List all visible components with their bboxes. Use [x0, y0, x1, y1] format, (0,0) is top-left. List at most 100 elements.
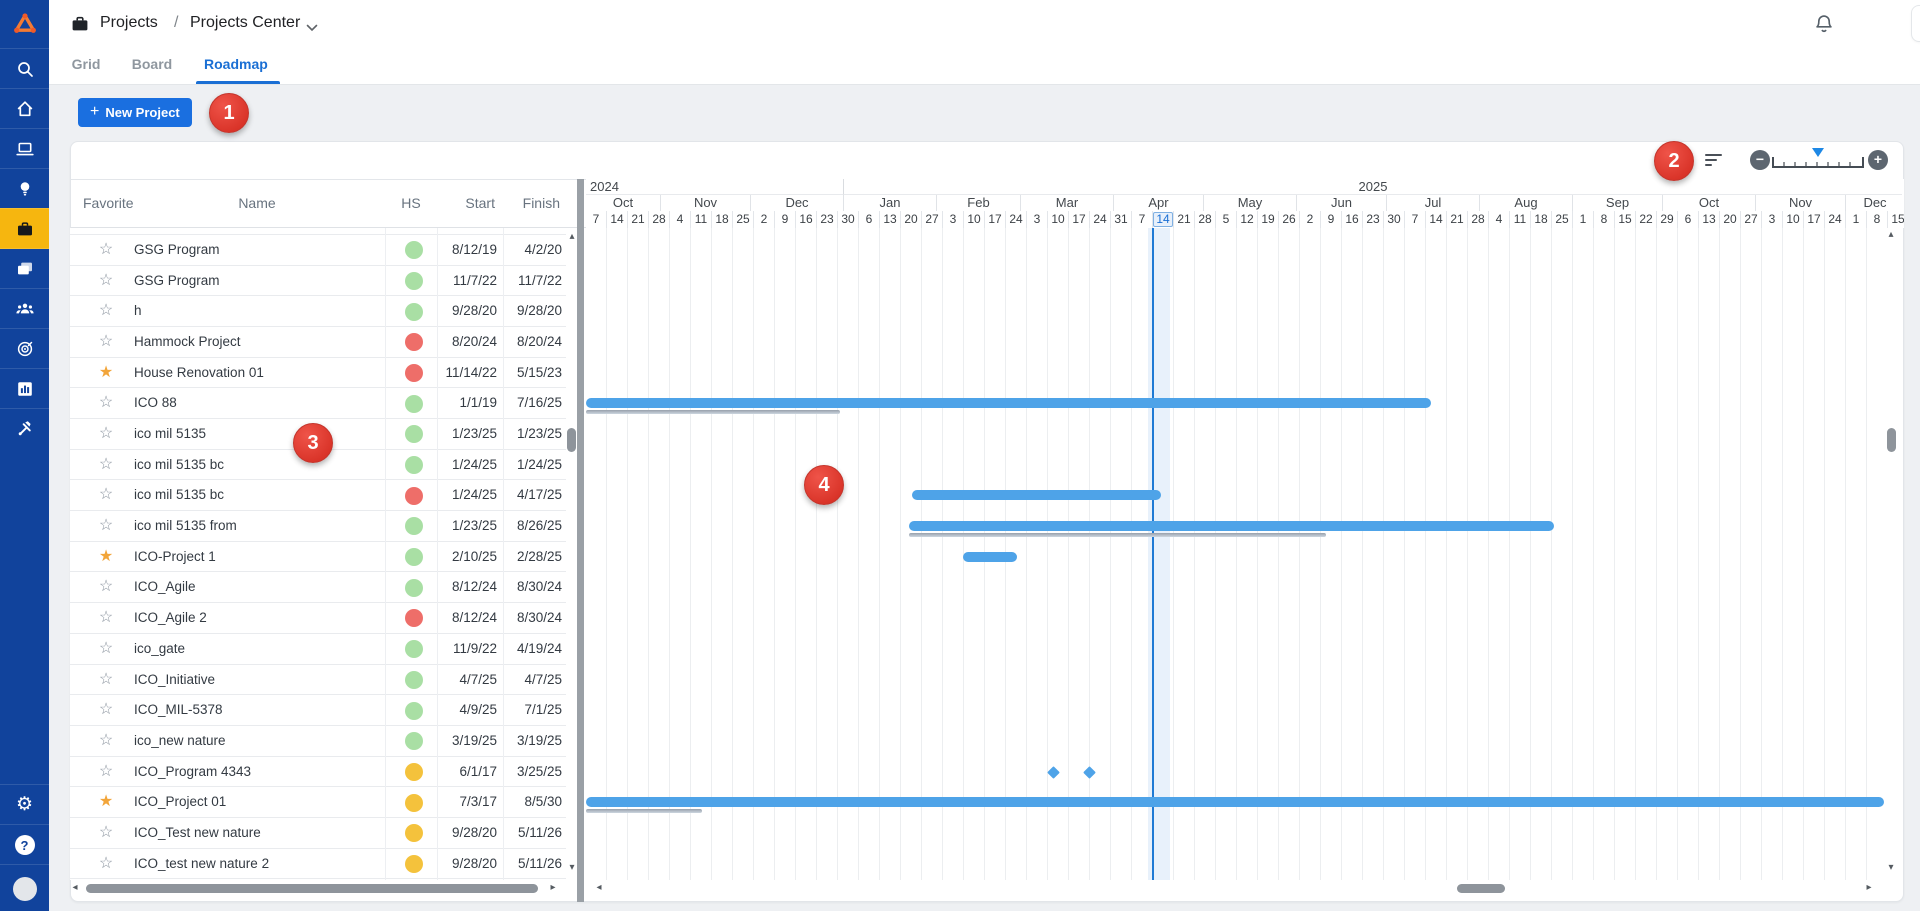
gantt-scroll-right[interactable]: ▸ [1866, 882, 1872, 893]
breadcrumb-section[interactable]: Projects [100, 14, 158, 31]
table-row[interactable]: ☆ h 9/28/20 9/28/20 [70, 296, 566, 328]
sidebar-item-help[interactable]: ? [0, 824, 49, 865]
zoom-out-button[interactable]: − [1750, 150, 1770, 170]
table-row[interactable]: ☆ ICO_Agile 2 8/12/24 8/30/24 [70, 603, 566, 634]
sidebar-item-home[interactable] [0, 88, 49, 129]
sidebar-item-settings[interactable]: ⚙ [0, 784, 49, 825]
table-row[interactable]: ☆ Hammock Project 8/20/24 8/20/24 [70, 327, 566, 358]
table-row[interactable]: ☆ ico mil 5135 bc 1/24/25 4/17/25 [70, 480, 566, 512]
favorite-star[interactable]: ☆ [98, 455, 114, 473]
table-row[interactable]: ☆ GSG Program 8/12/19 4/2/20 [70, 235, 566, 266]
sidebar-item-portfolio[interactable] [0, 248, 49, 289]
table-gantt-splitter[interactable] [577, 179, 584, 902]
column-header-name[interactable]: Name [238, 195, 276, 211]
table-row[interactable]: ★ ICO_Project 01 7/3/17 8/5/30 [70, 787, 566, 818]
milestone-diamond[interactable] [1046, 765, 1060, 779]
sidebar-item-projects[interactable] [0, 208, 49, 249]
table-scroll-up[interactable]: ▴ [569, 231, 575, 242]
table-scroll-down[interactable]: ▾ [569, 862, 575, 873]
table-row[interactable]: ★ ICO-Project 1 2/10/25 2/28/25 [70, 542, 566, 573]
table-hscroll-thumb[interactable] [86, 884, 538, 893]
table-row[interactable]: ☆ GSG Program 11/7/22 11/7/22 [70, 266, 566, 297]
breadcrumb-page[interactable]: Projects Center [190, 14, 301, 31]
tab-grid[interactable]: Grid [71, 56, 101, 72]
new-project-button[interactable]: + New Project [78, 98, 192, 127]
app-logo[interactable] [0, 0, 49, 48]
table-row[interactable]: ☆ ico_new nature 3/19/25 3/19/25 [70, 726, 566, 757]
gantt-bar[interactable] [912, 490, 1161, 501]
table-row[interactable]: ☆ ico mil 5135 bc 1/24/25 1/24/25 [70, 450, 566, 481]
favorite-star[interactable]: ☆ [98, 670, 114, 688]
favorite-star[interactable]: ☆ [98, 302, 114, 320]
sidebar-item-people[interactable] [0, 288, 49, 329]
finish-date: 9/28/20 [516, 303, 562, 319]
gantt-scroll-left[interactable]: ◂ [596, 882, 602, 893]
table-vscroll-thumb[interactable] [567, 428, 576, 452]
bell-icon[interactable] [1813, 13, 1835, 40]
table-row[interactable]: ☆ ICO_test new nature 2 9/28/20 5/11/26 [70, 849, 566, 880]
favorite-star[interactable]: ☆ [98, 271, 114, 289]
tab-board[interactable]: Board [131, 56, 173, 72]
sidebar-item-goals[interactable] [0, 328, 49, 369]
favorite-star[interactable]: ☆ [98, 517, 114, 535]
chevron-down-icon[interactable] [306, 20, 318, 38]
gantt-scroll-down[interactable]: ▾ [1888, 862, 1894, 873]
table-row[interactable]: ☆ ICO_MIL-5378 4/9/25 7/1/25 [70, 695, 566, 726]
sidebar-item-workspace[interactable] [0, 128, 49, 169]
favorite-star[interactable]: ☆ [98, 241, 114, 258]
favorite-star[interactable]: ☆ [98, 394, 114, 412]
column-header-hs[interactable]: HS [401, 195, 421, 211]
gantt-bar[interactable] [909, 521, 1554, 532]
sidebar-item-reports[interactable] [0, 368, 49, 409]
column-header-favorite[interactable]: Favorite [83, 195, 134, 211]
favorite-star[interactable]: ☆ [98, 425, 114, 443]
favorite-star[interactable]: ★ [98, 363, 114, 381]
favorite-star[interactable]: ☆ [98, 333, 114, 351]
sidebar-item-ideas[interactable] [0, 168, 49, 209]
column-header-start[interactable]: Start [465, 195, 495, 211]
table-row[interactable]: ☆ ico mil 5135 from 1/23/25 8/26/25 [70, 511, 566, 542]
favorite-star[interactable]: ☆ [98, 854, 114, 872]
project-name: ICO-Project 1 [134, 548, 216, 564]
table-row[interactable]: ☆ ICO_Test new nature 9/28/20 5/11/26 [70, 818, 566, 849]
refresh-button[interactable] [1911, 5, 1920, 42]
sidebar-item-tools[interactable] [0, 408, 49, 449]
zoom-slider-ruler[interactable] [1772, 152, 1864, 175]
favorite-star[interactable]: ☆ [98, 701, 114, 719]
favorite-star[interactable]: ☆ [98, 486, 114, 504]
table-row[interactable]: ☆ ICO_Program 4343 6/1/17 3/25/25 [70, 757, 566, 788]
gantt-vscroll-thumb[interactable] [1887, 428, 1896, 452]
gantt-gridline [1257, 228, 1258, 880]
favorite-star[interactable]: ☆ [98, 609, 114, 627]
table-scroll-right[interactable]: ▸ [550, 882, 556, 893]
favorite-star[interactable]: ★ [98, 547, 114, 565]
zoom-slider-handle[interactable] [1812, 148, 1824, 157]
column-header-finish[interactable]: Finish [522, 195, 560, 211]
table-row[interactable]: ☆ ico_gate 11/9/22 4/19/24 [70, 634, 566, 665]
table-row[interactable]: ☆ ICO 88 1/1/19 7/16/25 [70, 388, 566, 420]
sidebar-item-search[interactable] [0, 48, 49, 89]
finish-date: 4/7/25 [524, 671, 562, 687]
start-date: 9/28/20 [451, 303, 497, 319]
gantt-scroll-up[interactable]: ▴ [1888, 229, 1894, 240]
filter-icon[interactable] [1704, 149, 1724, 176]
table-row[interactable]: ☆ ICO_Initiative 4/7/25 4/7/25 [70, 665, 566, 696]
timeline-day-cell: 24 [1089, 211, 1110, 228]
sidebar-item-profile[interactable] [0, 864, 49, 911]
favorite-star[interactable]: ☆ [98, 578, 114, 596]
gantt-bar[interactable] [586, 398, 1431, 409]
zoom-in-button[interactable]: + [1868, 150, 1888, 170]
table-row[interactable]: ★ House Renovation 01 11/14/22 5/15/23 [70, 358, 566, 389]
gantt-bar[interactable] [586, 797, 1884, 808]
favorite-star[interactable]: ★ [98, 793, 114, 811]
favorite-star[interactable]: ☆ [98, 731, 114, 749]
favorite-star[interactable]: ☆ [98, 639, 114, 657]
gantt-bar[interactable] [963, 551, 1017, 562]
favorite-star[interactable]: ☆ [98, 762, 114, 780]
table-row[interactable]: ☆ ICO_Agile 8/12/24 8/30/24 [70, 572, 566, 604]
milestone-diamond[interactable] [1082, 765, 1096, 779]
tab-roadmap[interactable]: Roadmap [204, 56, 268, 72]
favorite-star[interactable]: ☆ [98, 823, 114, 841]
gantt-hscroll-thumb[interactable] [1457, 884, 1505, 893]
table-scroll-left[interactable]: ◂ [72, 882, 78, 893]
